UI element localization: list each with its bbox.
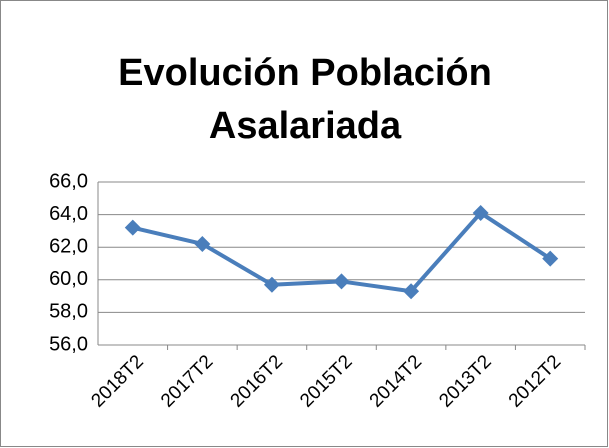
marker [403,283,420,300]
marker [124,219,141,236]
marker [333,273,350,290]
marker [472,204,489,221]
marker [194,235,211,252]
marker [263,276,280,293]
chart-title: Evolución Población [118,52,492,94]
y-tick-label: 58,0 [49,301,88,323]
y-tick-label: 62,0 [49,235,88,257]
y-tick-label: 64,0 [49,203,88,225]
y-tick-label: 60,0 [49,268,88,290]
marker [542,250,559,267]
chart-title: Asalariada [209,105,402,147]
y-tick-label: 56,0 [49,333,88,355]
y-tick-label: 66,0 [49,170,88,192]
